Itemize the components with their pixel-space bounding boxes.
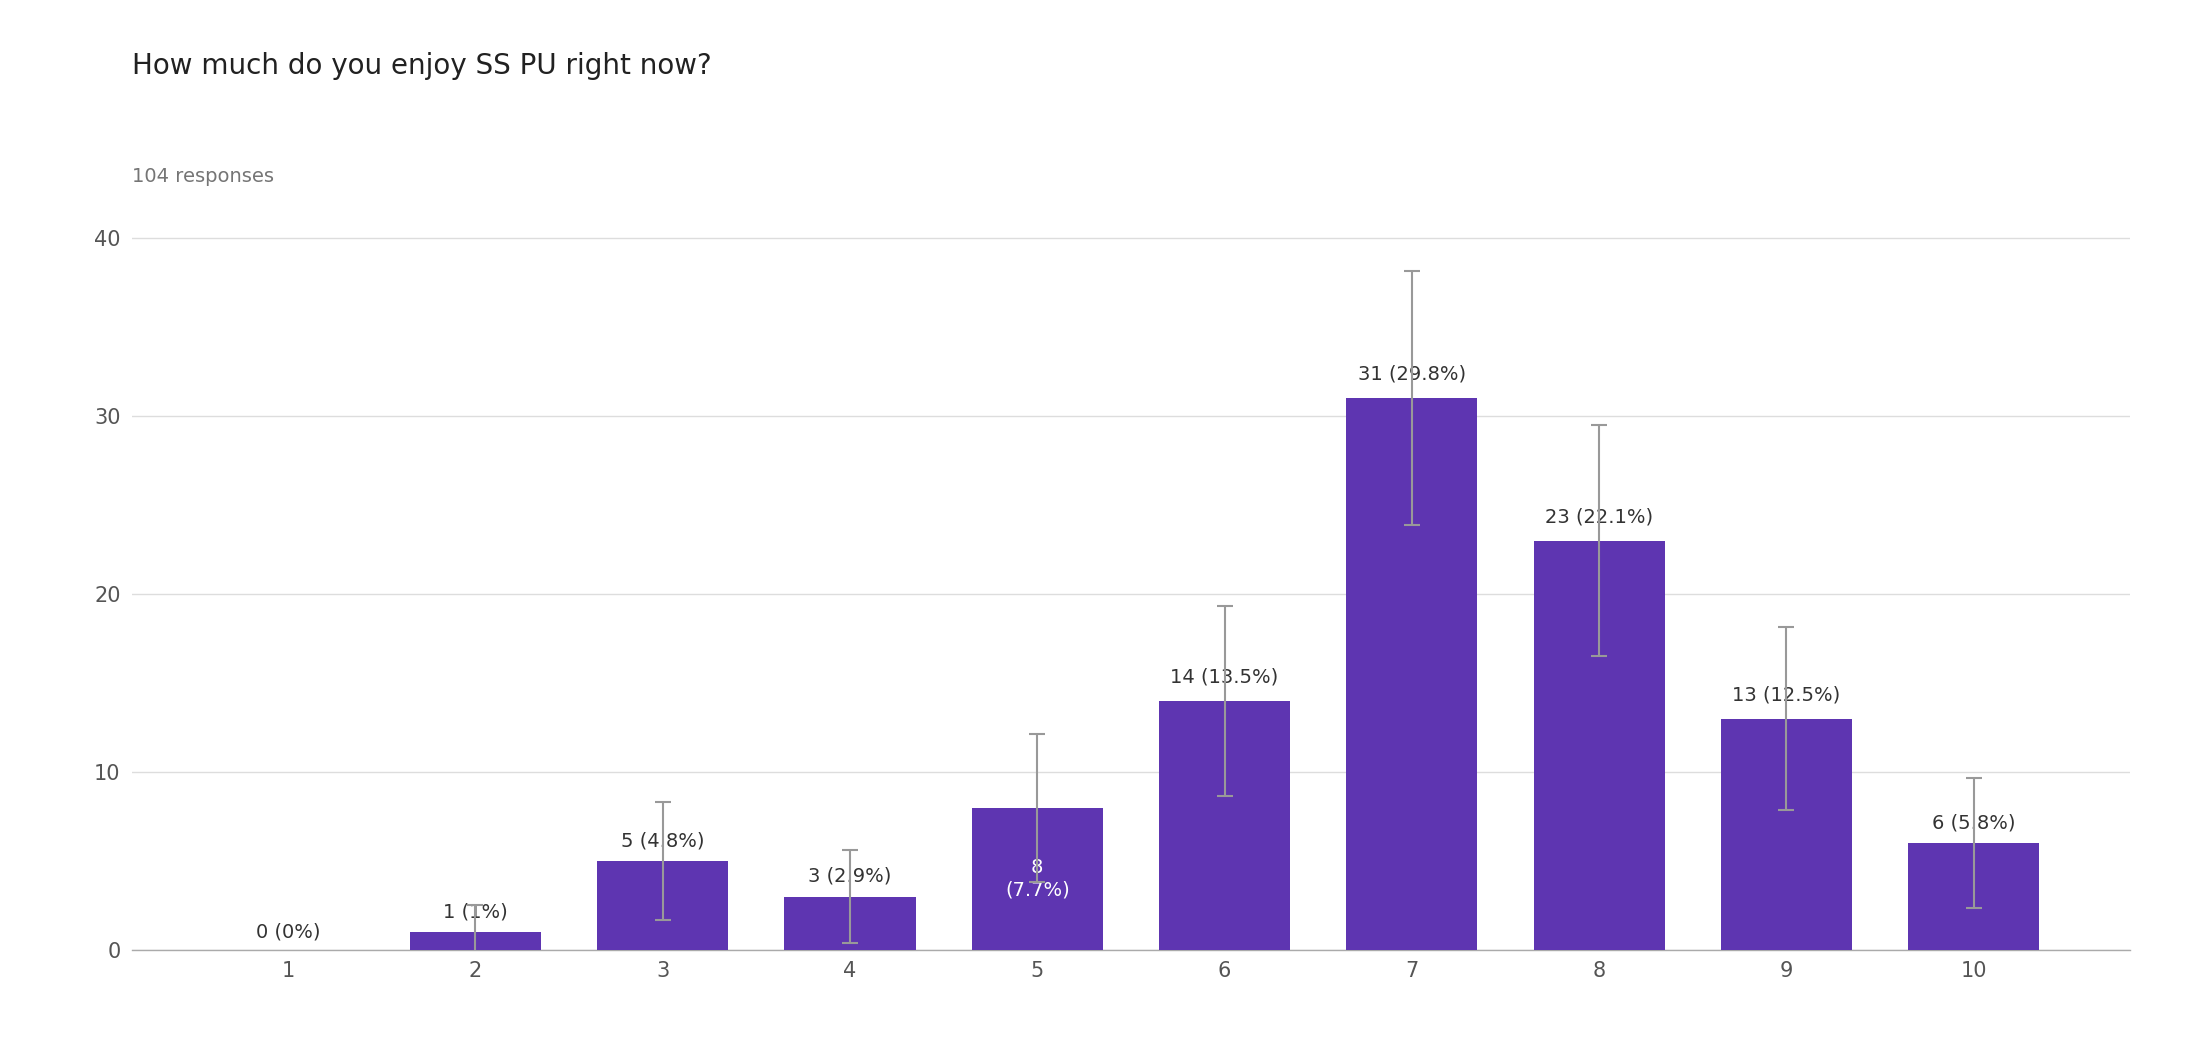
- Bar: [784, 897, 916, 950]
- Text: 13 (12.5%): 13 (12.5%): [1733, 685, 1840, 705]
- Text: 3 (2.9%): 3 (2.9%): [808, 867, 892, 886]
- Text: 6 (5.8%): 6 (5.8%): [1932, 813, 2016, 832]
- Bar: [1159, 701, 1289, 950]
- Text: 1 (1%): 1 (1%): [444, 903, 507, 922]
- Text: 31 (29.8%): 31 (29.8%): [1357, 364, 1467, 384]
- Bar: [973, 808, 1102, 950]
- Text: 0 (0%): 0 (0%): [257, 922, 321, 941]
- Text: 8
(7.7%): 8 (7.7%): [1006, 858, 1069, 899]
- Text: 5 (4.8%): 5 (4.8%): [621, 831, 705, 850]
- Bar: [1346, 398, 1478, 950]
- Bar: [1908, 844, 2040, 950]
- Text: 14 (13.5%): 14 (13.5%): [1170, 667, 1278, 687]
- Bar: [411, 932, 540, 950]
- Bar: [597, 861, 729, 950]
- Text: 23 (22.1%): 23 (22.1%): [1546, 507, 1654, 526]
- Text: 104 responses: 104 responses: [132, 167, 274, 186]
- Bar: [1722, 718, 1851, 950]
- Text: How much do you enjoy SS PU right now?: How much do you enjoy SS PU right now?: [132, 52, 712, 80]
- Bar: [1533, 541, 1665, 950]
